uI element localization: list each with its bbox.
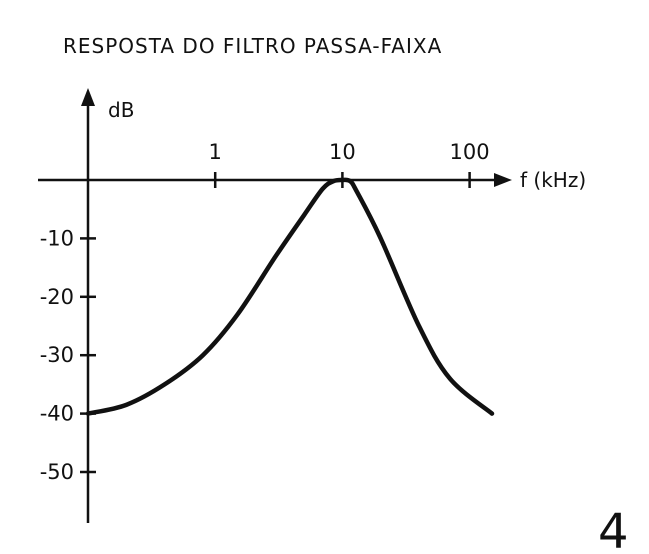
x-axis-arrowhead — [494, 173, 512, 187]
y-tick-group: -10 -20 -30 -40 -50 — [40, 226, 96, 484]
response-curve — [85, 177, 495, 416]
y-axis-arrowhead — [81, 88, 95, 106]
x-tick-label-2: 100 — [450, 140, 490, 164]
x-tick-label-0: 1 — [209, 140, 222, 164]
y-tick-label-0: -10 — [40, 226, 74, 250]
y-tick-label-2: -30 — [40, 343, 74, 367]
y-tick-label-4: -50 — [40, 460, 74, 484]
y-tick-label-3: -40 — [40, 402, 74, 426]
x-tick-label-1: 10 — [329, 140, 356, 164]
figure-number: 4 — [598, 504, 629, 554]
chart-title: RESPOSTA DO FILTRO PASSA-FAIXA — [63, 34, 442, 58]
y-tick-label-1: -20 — [40, 285, 74, 309]
x-axis-label: f (kHz) — [520, 168, 586, 192]
y-axis-label: dB — [108, 98, 134, 122]
